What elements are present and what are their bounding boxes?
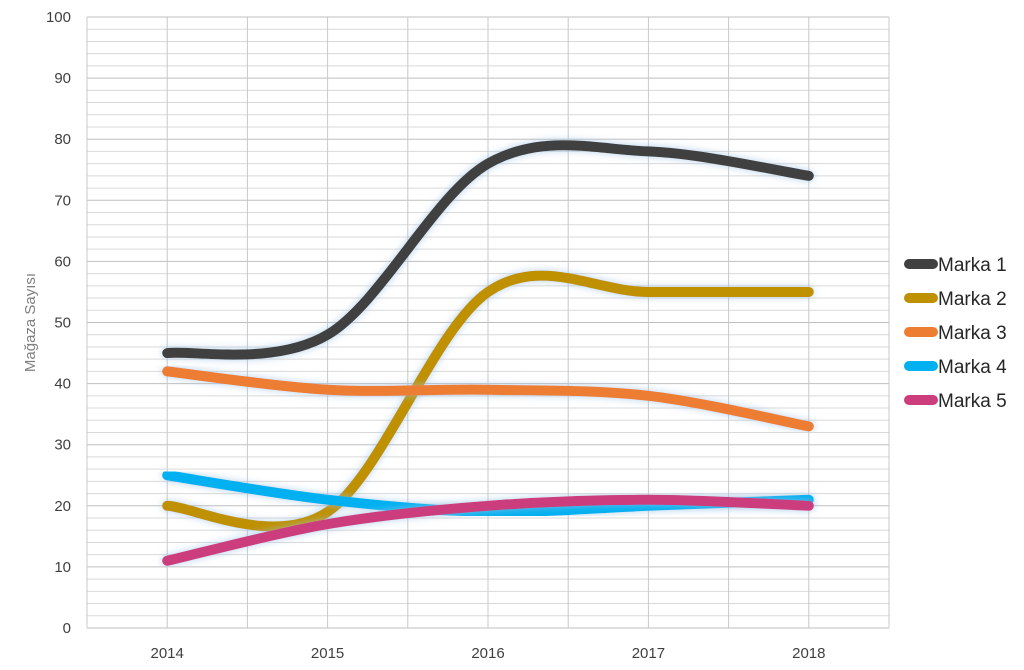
y-tick-label: 10 (54, 559, 71, 576)
legend: Marka 1 Marka 2 Marka 3 Marka 4 Marka 5 (904, 255, 1007, 412)
y-tick-label: 60 (54, 253, 71, 270)
legend-label: Marka 2 (938, 289, 1007, 310)
x-tick-label: 2017 (632, 645, 665, 662)
x-tick-label: 2018 (792, 645, 825, 662)
legend-label: Marka 3 (938, 323, 1007, 344)
series-line-3 (162, 366, 814, 432)
y-axis-title: Mağaza Sayısı (22, 273, 39, 372)
series-lines (162, 140, 814, 566)
y-tick-label: 70 (54, 192, 71, 209)
legend-label: Marka 1 (938, 255, 1007, 276)
legend-label: Marka 4 (938, 357, 1007, 378)
y-tick-label: 30 (54, 437, 71, 454)
legend-item-5: Marka 5 (904, 391, 1007, 412)
series-line-1 (162, 140, 814, 360)
y-tick-label: 90 (54, 70, 71, 87)
x-tick-label: 2016 (471, 645, 504, 662)
axes: 0 10 20 30 40 50 60 70 80 90 100 2014 2015 2016 2017 20… (22, 9, 825, 662)
gridlines (86, 16, 890, 629)
series-line-2 (162, 270, 814, 532)
y-tick-label: 50 (54, 315, 71, 332)
y-tick-label: 0 (63, 620, 71, 637)
y-tick-label: 80 (54, 131, 71, 148)
legend-item-4: Marka 4 (904, 357, 1007, 378)
y-tick-label: 20 (54, 498, 71, 515)
x-tick-label: 2014 (151, 645, 184, 662)
x-tick-label: 2015 (311, 645, 344, 662)
legend-label: Marka 5 (938, 391, 1007, 412)
legend-item-3: Marka 3 (904, 323, 1007, 344)
y-tick-label: 100 (46, 9, 71, 26)
legend-item-1: Marka 1 (904, 255, 1007, 276)
series-line-5 (162, 494, 814, 566)
legend-item-2: Marka 2 (904, 289, 1007, 310)
y-tick-label: 40 (54, 376, 71, 393)
